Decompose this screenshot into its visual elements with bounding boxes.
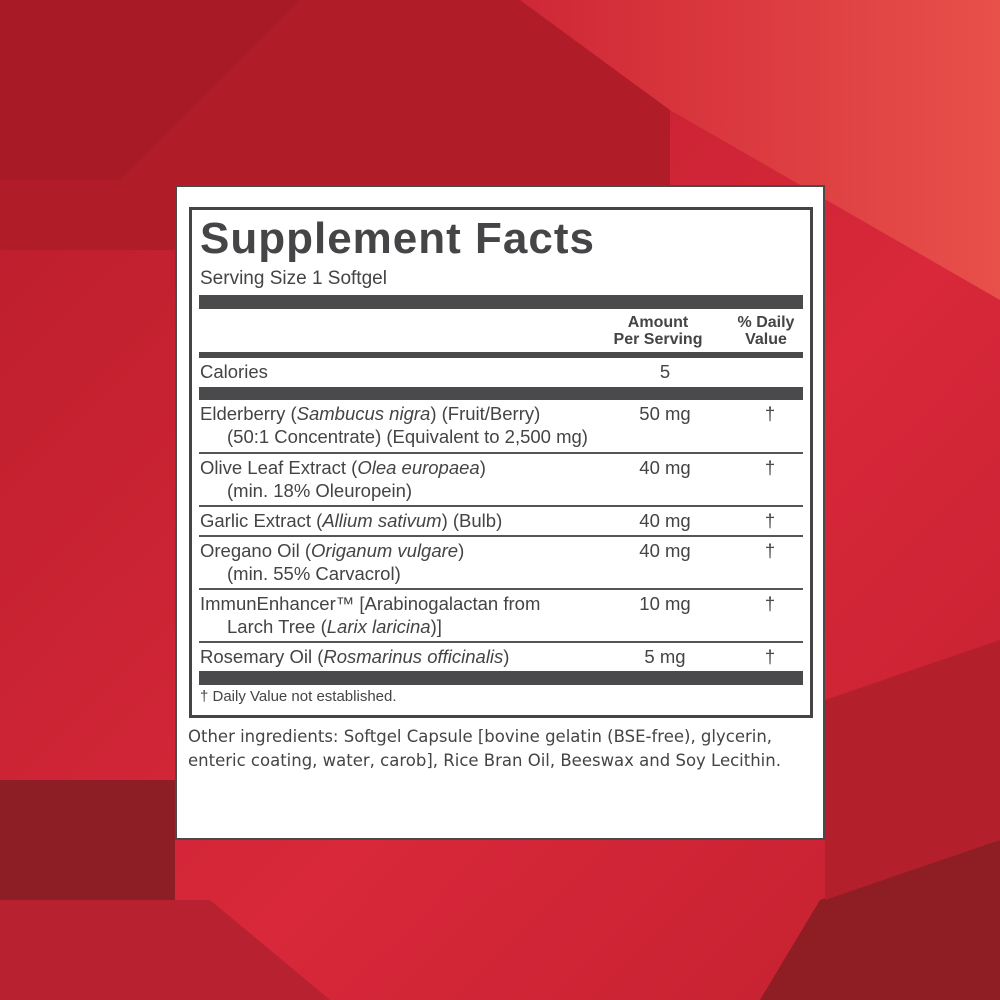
ingredient-name: Elderberry (Sambucus nigra) (Fruit/Berry…	[200, 402, 620, 448]
ingredient-text: (min. 55% Carvacrol)	[227, 563, 401, 584]
ingredient-text: ImmunEnhancer™ [Arabinogalactan from	[200, 593, 541, 614]
ingredient-daily-value: †	[764, 510, 776, 531]
header-dv-line1: % Daily	[737, 314, 795, 331]
header-amount-line2: Per Serving	[613, 331, 703, 348]
ingredient-name-line2: (min. 18% Oleuropein)	[200, 479, 620, 502]
serving-size: Serving Size 1 Softgel	[200, 268, 387, 289]
ingredient-name: Oregano Oil (Origanum vulgare) (min. 55% …	[200, 539, 620, 585]
ingredient-text: Oregano Oil (	[200, 540, 312, 561]
thick-divider	[199, 671, 803, 685]
botanical-name: Sambucus nigra	[296, 403, 431, 424]
ingredient-name-line1: Rosemary Oil (Rosmarinus officinalis)	[200, 645, 620, 668]
ingredient-text: Rosemary Oil (	[200, 646, 324, 667]
other-ingredients: Other ingredients: Softgel Capsule [bovi…	[188, 727, 781, 770]
ingredient-amount: 40 mg	[639, 540, 691, 561]
ingredient-name-line1: Elderberry (Sambucus nigra) (Fruit/Berry…	[200, 402, 620, 425]
ingredient-name: Rosemary Oil (Rosmarinus officinalis)	[200, 645, 620, 668]
medium-divider	[199, 352, 803, 358]
header-amount-line1: Amount	[627, 314, 689, 331]
ingredient-daily-value: †	[764, 593, 776, 614]
ingredient-amount: 50 mg	[639, 403, 691, 424]
row-divider	[199, 505, 803, 507]
ingredient-name-line1: Oregano Oil (Origanum vulgare)	[200, 539, 620, 562]
ingredient-text: Elderberry (	[200, 403, 297, 424]
supplement-facts-panel: Supplement Facts Serving Size 1 Softgel …	[175, 185, 825, 840]
botanical-name: Allium sativum	[322, 510, 442, 531]
ingredient-text: Olive Leaf Extract (	[200, 457, 358, 478]
supplement-facts-label: Supplement Facts Serving Size 1 Softgel …	[189, 207, 813, 718]
ingredient-daily-value: †	[764, 403, 776, 424]
botanical-name: Olea europaea	[357, 457, 480, 478]
ingredient-text: )	[479, 457, 486, 478]
row-divider	[199, 535, 803, 537]
calories-value: 5	[659, 361, 671, 382]
ingredient-daily-value: †	[764, 540, 776, 561]
row-divider	[199, 452, 803, 454]
ingredient-text: Larch Tree (	[227, 616, 327, 637]
header-daily-value: % Daily Value	[725, 314, 807, 348]
ingredient-name-line1: Garlic Extract (Allium sativum) (Bulb)	[200, 509, 620, 532]
header-amount-per-serving: Amount Per Serving	[600, 314, 716, 348]
ingredient-name: Olive Leaf Extract (Olea europaea) (min. …	[200, 456, 620, 502]
ingredient-amount: 40 mg	[639, 510, 691, 531]
ingredient-text: )	[458, 540, 465, 561]
ingredient-text: (50:1 Concentrate) (Equivalent to 2,500 …	[227, 426, 588, 447]
calories-label: Calories	[200, 361, 268, 382]
ingredient-name: Garlic Extract (Allium sativum) (Bulb)	[200, 509, 620, 532]
ingredient-text: )]	[430, 616, 442, 637]
header-dv-line2: Value	[745, 331, 787, 348]
row-divider	[199, 641, 803, 643]
thick-divider	[199, 295, 803, 309]
ingredient-text: ) (Bulb)	[441, 510, 503, 531]
ingredient-amount: 5 mg	[644, 646, 686, 667]
botanical-name: Origanum vulgare	[311, 540, 459, 561]
ingredient-amount: 40 mg	[639, 457, 691, 478]
ingredient-text: (min. 18% Oleuropein)	[227, 480, 413, 501]
thick-divider	[199, 387, 803, 400]
ingredient-name-line1: ImmunEnhancer™ [Arabinogalactan from	[200, 592, 620, 615]
ingredient-text: Garlic Extract (	[200, 510, 323, 531]
ingredient-name-line2: (min. 55% Carvacrol)	[200, 562, 620, 585]
ingredient-name-line2: Larch Tree (Larix laricina)]	[200, 615, 620, 638]
botanical-name: Rosmarinus officinalis	[323, 646, 504, 667]
ingredient-text: ) (Fruit/Berry)	[430, 403, 541, 424]
ingredient-text: )	[503, 646, 510, 667]
ingredient-amount: 10 mg	[639, 593, 691, 614]
ingredient-daily-value: †	[764, 646, 776, 667]
ingredient-daily-value: †	[764, 457, 776, 478]
ingredient-name-line2: (50:1 Concentrate) (Equivalent to 2,500 …	[200, 425, 620, 448]
botanical-name: Larix laricina	[326, 616, 431, 637]
footnote: † Daily Value not established.	[200, 688, 397, 705]
ingredient-name: ImmunEnhancer™ [Arabinogalactan from Larc…	[200, 592, 620, 638]
label-title: Supplement Facts	[200, 214, 595, 263]
row-divider	[199, 588, 803, 590]
ingredient-name-line1: Olive Leaf Extract (Olea europaea)	[200, 456, 620, 479]
